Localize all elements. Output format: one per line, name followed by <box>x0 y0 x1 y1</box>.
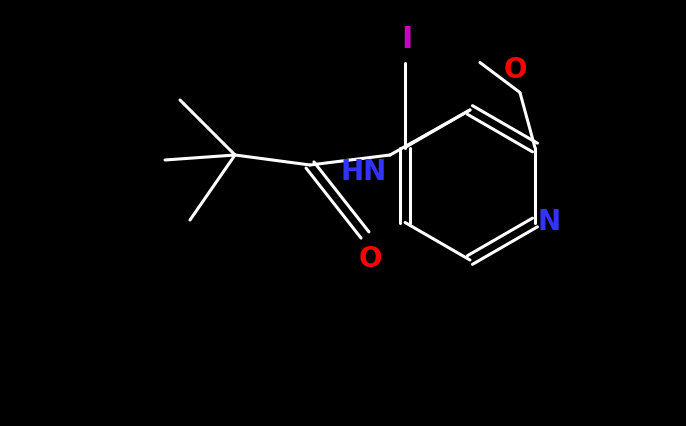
Text: N: N <box>538 208 561 236</box>
Text: I: I <box>401 26 413 55</box>
Text: O: O <box>358 245 381 273</box>
Text: O: O <box>504 57 527 84</box>
Text: HN: HN <box>341 158 387 186</box>
